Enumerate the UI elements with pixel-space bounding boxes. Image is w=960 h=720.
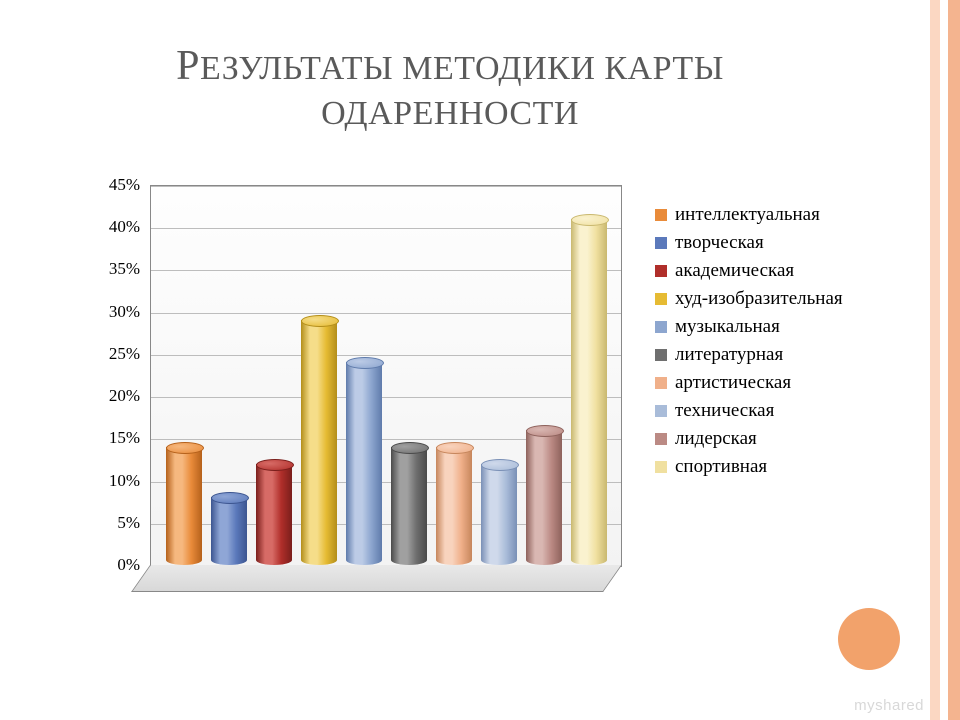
chart-legend: интеллектуальная творческая академическая х…	[655, 198, 843, 484]
legend-item: артистическая	[655, 372, 843, 394]
legend-label: творческая	[675, 232, 764, 254]
stripe	[930, 0, 940, 720]
bar	[436, 447, 472, 565]
legend-swatch-icon	[655, 265, 667, 277]
legend-swatch-icon	[655, 321, 667, 333]
bar	[391, 447, 427, 565]
bar-front	[166, 447, 202, 565]
legend-item: техническая	[655, 400, 843, 422]
bar-cap	[436, 442, 474, 454]
legend-swatch-icon	[655, 433, 667, 445]
page-title: РЕЗУЛЬТАТЫ МЕТОДИКИ КАРТЫ ОДАРЕННОСТИ	[100, 40, 800, 135]
stripe	[948, 0, 960, 720]
legend-item: интеллектуальная	[655, 204, 843, 226]
watermark: myshared	[854, 697, 924, 714]
bar	[211, 497, 247, 565]
legend-item: лидерская	[655, 428, 843, 450]
legend-swatch-icon	[655, 377, 667, 389]
bar-front	[526, 430, 562, 565]
corner-dot-icon	[838, 608, 900, 670]
bar-front	[301, 320, 337, 565]
bar-cap	[526, 425, 564, 437]
legend-label: лидерская	[675, 428, 757, 450]
y-tick-label: 5%	[90, 513, 140, 533]
legend-swatch-icon	[655, 461, 667, 473]
y-tick-label: 10%	[90, 471, 140, 491]
chart-floor	[131, 565, 622, 592]
y-tick-label: 15%	[90, 428, 140, 448]
legend-swatch-icon	[655, 237, 667, 249]
legend-label: интеллектуальная	[675, 204, 820, 226]
bar-front	[571, 219, 607, 565]
bar	[166, 447, 202, 565]
legend-item: музыкальная	[655, 316, 843, 338]
legend-swatch-icon	[655, 349, 667, 361]
bar-cap	[256, 459, 294, 471]
bar-front	[256, 464, 292, 565]
y-tick-label: 40%	[90, 217, 140, 237]
legend-swatch-icon	[655, 209, 667, 221]
legend-label: техническая	[675, 400, 774, 422]
y-tick-label: 30%	[90, 302, 140, 322]
y-tick-label: 35%	[90, 259, 140, 279]
bar	[481, 464, 517, 565]
legend-item: творческая	[655, 232, 843, 254]
bar	[346, 362, 382, 565]
legend-swatch-icon	[655, 405, 667, 417]
slide: РЕЗУЛЬТАТЫ МЕТОДИКИ КАРТЫ ОДАРЕННОСТИ 0%…	[0, 0, 960, 720]
bar	[571, 219, 607, 565]
title-initial: Р	[176, 43, 200, 89]
bar-front	[211, 497, 247, 565]
legend-item: худ-изобразительная	[655, 288, 843, 310]
bar-cap	[166, 442, 204, 454]
legend-item: академическая	[655, 260, 843, 282]
bar	[256, 464, 292, 565]
legend-label: музыкальная	[675, 316, 780, 338]
legend-label: спортивная	[675, 456, 767, 478]
bar-cap	[391, 442, 429, 454]
y-tick-label: 0%	[90, 555, 140, 575]
legend-item: литературная	[655, 344, 843, 366]
chart-bars	[150, 185, 620, 565]
legend-item: спортивная	[655, 456, 843, 478]
bar-front	[481, 464, 517, 565]
title-line2: ОДАРЕННОСТИ	[100, 93, 800, 136]
y-tick-label: 25%	[90, 344, 140, 364]
bar-cap	[481, 459, 519, 471]
bar-cap	[571, 214, 609, 226]
title-rest: ЕЗУЛЬТАТЫ МЕТОДИКИ КАРТЫ	[200, 50, 724, 87]
legend-label: академическая	[675, 260, 794, 282]
legend-label: артистическая	[675, 372, 791, 394]
y-tick-label: 20%	[90, 386, 140, 406]
chart: 0% 5% 10% 15% 20% 25% 30% 35% 40% 45%	[90, 175, 650, 605]
stripe	[940, 0, 948, 720]
bar	[526, 430, 562, 565]
bar-front	[346, 362, 382, 565]
legend-label: худ-изобразительная	[675, 288, 843, 310]
legend-swatch-icon	[655, 293, 667, 305]
bar-front	[436, 447, 472, 565]
bar	[301, 320, 337, 565]
y-tick-label: 45%	[90, 175, 140, 195]
legend-label: литературная	[675, 344, 783, 366]
bar-front	[391, 447, 427, 565]
